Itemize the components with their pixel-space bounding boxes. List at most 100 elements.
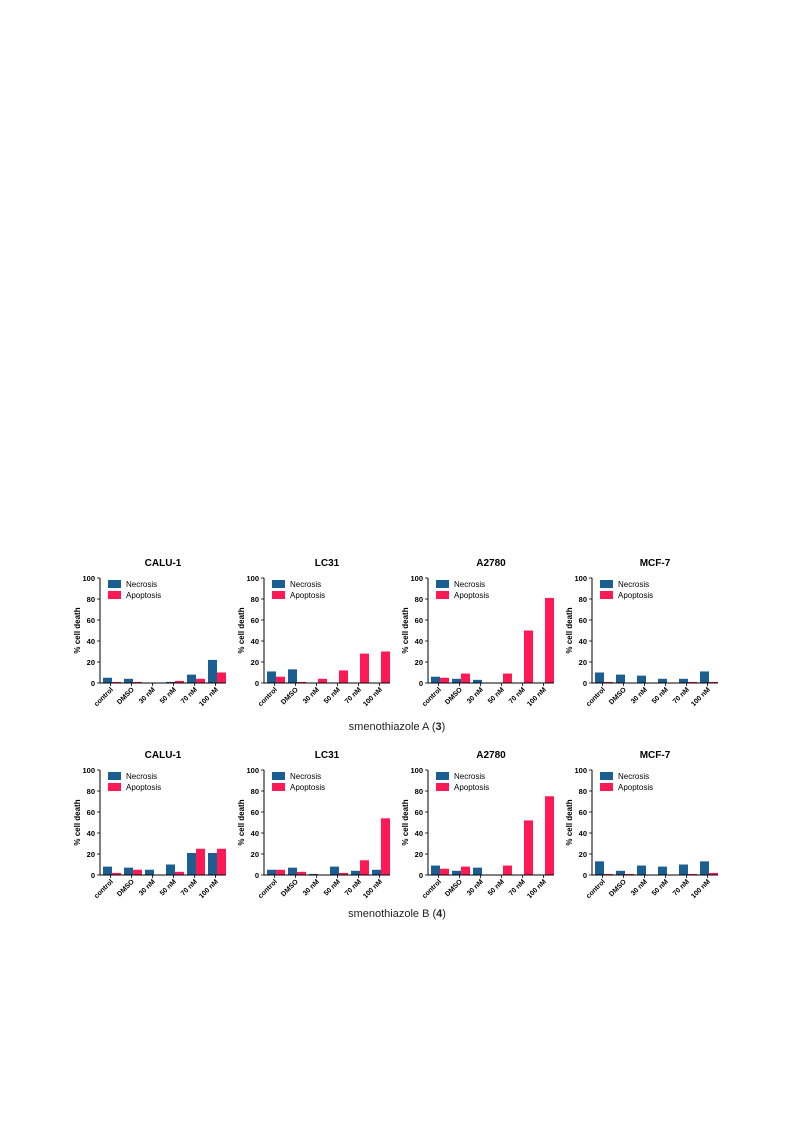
y-tick-label: 100 [246,574,259,583]
apoptosis-bar [440,868,449,875]
y-tick-label: 40 [415,829,423,838]
legend-swatch [436,783,449,791]
necrosis-bar [595,672,604,683]
chart-title: A2780 [476,558,506,569]
apoptosis-bar [133,681,142,683]
x-tick-label: DMSO [608,686,628,706]
x-tick-label: 50 nM [323,686,342,705]
y-tick-label: 40 [415,637,423,646]
legend-swatch [600,772,613,780]
y-tick-label: 60 [579,616,587,625]
x-tick-label: DMSO [116,686,136,706]
y-tick-label: 60 [415,808,423,817]
x-tick-label: 50 nM [159,686,178,705]
legend-label: Apoptosis [454,591,489,600]
apoptosis-bar [604,681,613,683]
necrosis-bar [658,866,667,875]
y-tick-label: 40 [251,829,259,838]
apoptosis-bar [276,676,285,683]
necrosis-bar [452,678,461,683]
necrosis-bar [145,869,154,875]
legend-swatch [600,580,613,588]
x-tick-label: DMSO [280,878,300,898]
legend-swatch [272,591,285,599]
x-tick-label: 70 nM [672,878,691,897]
chart-title: A2780 [476,750,506,761]
x-tick-label: DMSO [444,686,464,706]
necrosis-bar [372,869,381,875]
legend-label: Apoptosis [618,591,653,600]
apoptosis-bar [196,678,205,683]
legend-label: Necrosis [454,772,485,781]
y-tick-label: 80 [415,787,423,796]
necrosis-bar [452,870,461,875]
necrosis-bar [351,870,360,875]
necrosis-bar [166,681,175,683]
necrosis-bar [616,674,625,683]
legend-swatch [108,783,121,791]
legend-label: Necrosis [618,772,649,781]
apoptosis-bar [524,820,533,875]
y-tick-label: 40 [579,829,587,838]
x-tick-label: control [585,878,607,900]
necrosis-bar [637,675,646,683]
y-axis-label: % cell death [73,607,82,653]
legend-swatch [436,580,449,588]
y-tick-label: 20 [251,658,259,667]
y-axis-label: % cell death [401,607,410,653]
y-tick-label: 60 [251,616,259,625]
legend-swatch [436,772,449,780]
chart-title: CALU-1 [145,750,182,761]
apoptosis-bar [461,866,470,875]
legend-label: Apoptosis [126,783,161,792]
y-tick-label: 0 [255,871,259,880]
y-axis-label: % cell death [401,799,410,845]
x-tick-label: DMSO [280,686,300,706]
x-tick-label: 70 nM [508,878,527,897]
legend-label: Necrosis [454,580,485,589]
apoptosis-bar [503,673,512,683]
necrosis-bar [431,865,440,875]
x-tick-label: 30 nM [466,878,485,897]
necrosis-bar [166,864,175,875]
apoptosis-bar [360,860,369,875]
apoptosis-bar [503,865,512,875]
legend-label: Necrosis [126,580,157,589]
legend-label: Apoptosis [290,591,325,600]
chart-title: MCF-7 [640,750,671,761]
apoptosis-bar [339,670,348,683]
y-axis-label: % cell death [73,799,82,845]
necrosis-bar [637,865,646,875]
x-tick-label: control [421,878,443,900]
chart-title: CALU-1 [145,558,182,569]
x-tick-label: DMSO [444,878,464,898]
necrosis-bar [595,861,604,875]
x-tick-label: 50 nM [651,878,670,897]
apoptosis-bar [688,681,697,683]
x-tick-label: 30 nM [630,686,649,705]
y-tick-label: 60 [87,616,95,625]
x-tick-label: 70 nM [180,686,199,705]
apoptosis-bar [175,871,184,875]
x-tick-label: 50 nM [159,878,178,897]
y-tick-label: 100 [574,574,587,583]
y-tick-label: 40 [87,829,95,838]
x-tick-label: 30 nM [630,878,649,897]
apoptosis-bar [709,872,718,875]
apoptosis-bar [297,871,306,875]
y-tick-label: 20 [415,658,423,667]
apoptosis-bar [381,651,390,683]
necrosis-bar [103,866,112,875]
y-tick-label: 80 [251,595,259,604]
y-tick-label: 20 [87,658,95,667]
necrosis-bar [309,873,318,875]
legend-label: Necrosis [290,580,321,589]
y-tick-label: 40 [87,637,95,646]
caption-text: smenothiazole A ( [348,721,436,733]
necrosis-bar [431,676,440,683]
x-tick-label: 50 nM [487,686,506,705]
x-tick-label: control [257,878,279,900]
x-tick-label: 100 nM [198,878,220,900]
y-tick-label: 20 [415,850,423,859]
